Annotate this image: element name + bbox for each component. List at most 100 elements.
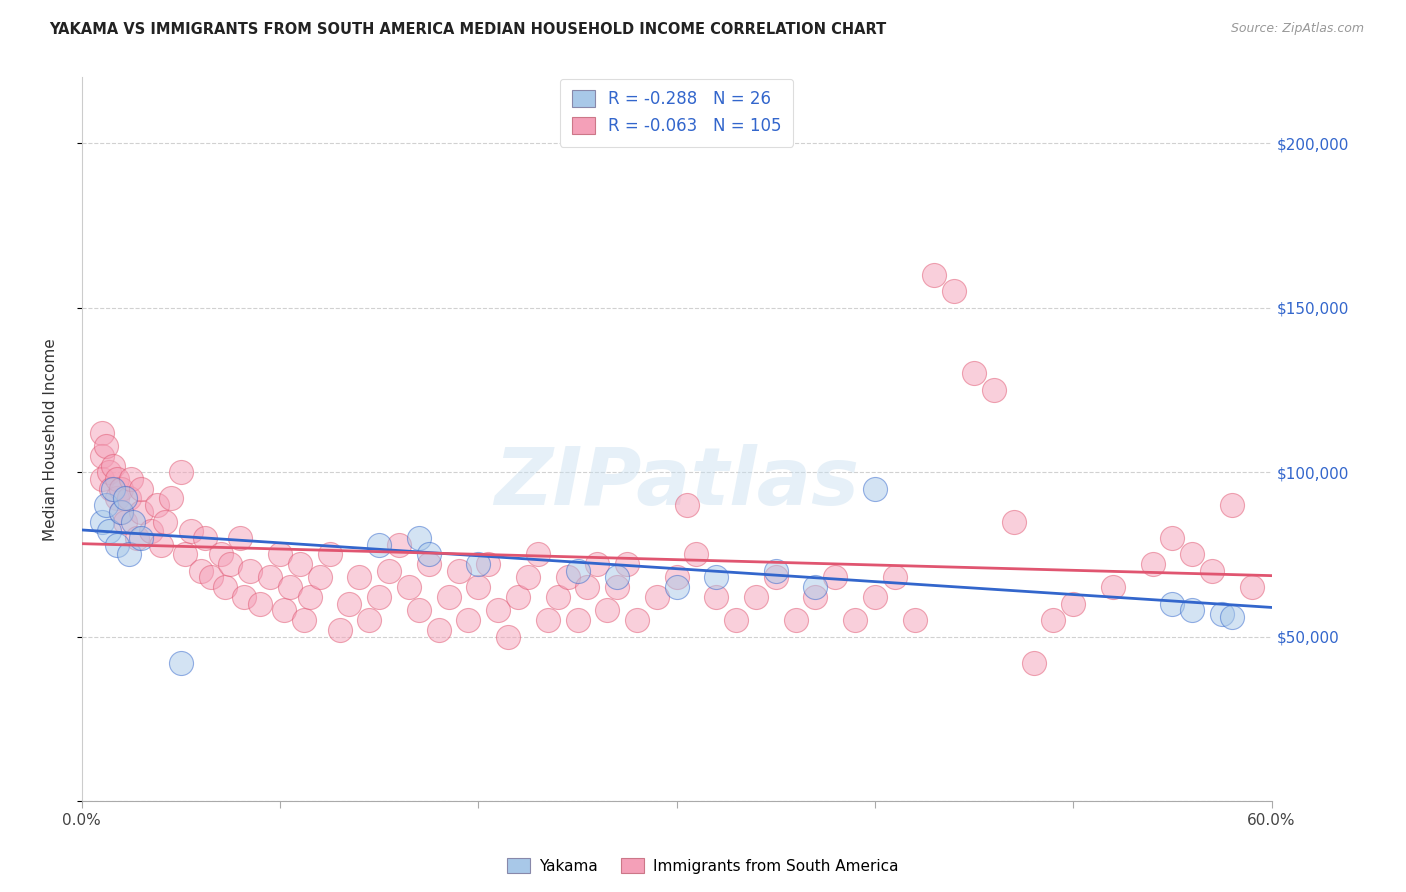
Point bbox=[339, 597, 361, 611]
Point bbox=[567, 564, 589, 578]
Point bbox=[1240, 580, 1263, 594]
Point bbox=[146, 498, 169, 512]
Point bbox=[90, 449, 112, 463]
Point bbox=[606, 570, 628, 584]
Point bbox=[645, 590, 668, 604]
Point bbox=[626, 613, 648, 627]
Point bbox=[963, 367, 986, 381]
Point bbox=[1161, 531, 1184, 545]
Point bbox=[427, 623, 450, 637]
Point bbox=[328, 623, 350, 637]
Point bbox=[486, 603, 509, 617]
Point bbox=[547, 590, 569, 604]
Point bbox=[1201, 564, 1223, 578]
Point bbox=[368, 590, 391, 604]
Point bbox=[904, 613, 927, 627]
Point bbox=[229, 531, 252, 545]
Point bbox=[90, 425, 112, 440]
Point bbox=[943, 285, 966, 299]
Point bbox=[110, 505, 132, 519]
Point bbox=[844, 613, 866, 627]
Point bbox=[114, 515, 136, 529]
Point bbox=[110, 505, 132, 519]
Point bbox=[1102, 580, 1125, 594]
Point bbox=[516, 570, 538, 584]
Point bbox=[496, 630, 519, 644]
Point bbox=[1062, 597, 1084, 611]
Point bbox=[200, 570, 222, 584]
Point bbox=[120, 472, 142, 486]
Point bbox=[665, 580, 688, 594]
Point bbox=[90, 515, 112, 529]
Point bbox=[100, 482, 122, 496]
Point bbox=[408, 603, 430, 617]
Point bbox=[214, 580, 236, 594]
Point bbox=[557, 570, 579, 584]
Point bbox=[704, 570, 727, 584]
Text: YAKAMA VS IMMIGRANTS FROM SOUTH AMERICA MEDIAN HOUSEHOLD INCOME CORRELATION CHAR: YAKAMA VS IMMIGRANTS FROM SOUTH AMERICA … bbox=[49, 22, 886, 37]
Point bbox=[114, 491, 136, 506]
Legend: R = -0.288   N = 26, R = -0.063   N = 105: R = -0.288 N = 26, R = -0.063 N = 105 bbox=[560, 78, 793, 146]
Point bbox=[765, 570, 787, 584]
Point bbox=[1220, 610, 1243, 624]
Point bbox=[665, 570, 688, 584]
Point bbox=[1042, 613, 1064, 627]
Y-axis label: Median Household Income: Median Household Income bbox=[44, 338, 58, 541]
Point bbox=[447, 564, 470, 578]
Point bbox=[368, 537, 391, 551]
Point bbox=[122, 515, 145, 529]
Point bbox=[983, 383, 1005, 397]
Point bbox=[273, 603, 295, 617]
Point bbox=[437, 590, 460, 604]
Point bbox=[94, 498, 117, 512]
Point bbox=[94, 439, 117, 453]
Point bbox=[170, 656, 193, 670]
Point bbox=[863, 482, 886, 496]
Point bbox=[98, 465, 121, 479]
Point bbox=[209, 548, 232, 562]
Point bbox=[107, 472, 129, 486]
Point bbox=[118, 548, 141, 562]
Point bbox=[318, 548, 340, 562]
Point bbox=[1022, 656, 1045, 670]
Point bbox=[170, 465, 193, 479]
Point bbox=[824, 570, 846, 584]
Point bbox=[418, 548, 440, 562]
Point bbox=[418, 558, 440, 572]
Point bbox=[233, 590, 256, 604]
Point bbox=[180, 524, 202, 539]
Point bbox=[596, 603, 619, 617]
Point bbox=[194, 531, 217, 545]
Point bbox=[675, 498, 697, 512]
Point bbox=[259, 570, 281, 584]
Point bbox=[745, 590, 768, 604]
Point bbox=[219, 558, 242, 572]
Point bbox=[883, 570, 905, 584]
Point bbox=[249, 597, 271, 611]
Text: Source: ZipAtlas.com: Source: ZipAtlas.com bbox=[1230, 22, 1364, 36]
Point bbox=[616, 558, 638, 572]
Point bbox=[110, 482, 132, 496]
Point bbox=[190, 564, 212, 578]
Point bbox=[477, 558, 499, 572]
Point bbox=[129, 505, 152, 519]
Point bbox=[388, 537, 411, 551]
Point bbox=[239, 564, 262, 578]
Point bbox=[685, 548, 707, 562]
Point bbox=[90, 472, 112, 486]
Point bbox=[118, 491, 141, 506]
Point bbox=[1161, 597, 1184, 611]
Point bbox=[1220, 498, 1243, 512]
Point bbox=[173, 548, 195, 562]
Point bbox=[103, 482, 125, 496]
Point bbox=[129, 531, 152, 545]
Point bbox=[378, 564, 401, 578]
Point bbox=[467, 558, 489, 572]
Point bbox=[150, 537, 173, 551]
Point bbox=[292, 613, 315, 627]
Point bbox=[359, 613, 381, 627]
Point bbox=[704, 590, 727, 604]
Point bbox=[576, 580, 599, 594]
Legend: Yakama, Immigrants from South America: Yakama, Immigrants from South America bbox=[501, 852, 905, 880]
Point bbox=[785, 613, 807, 627]
